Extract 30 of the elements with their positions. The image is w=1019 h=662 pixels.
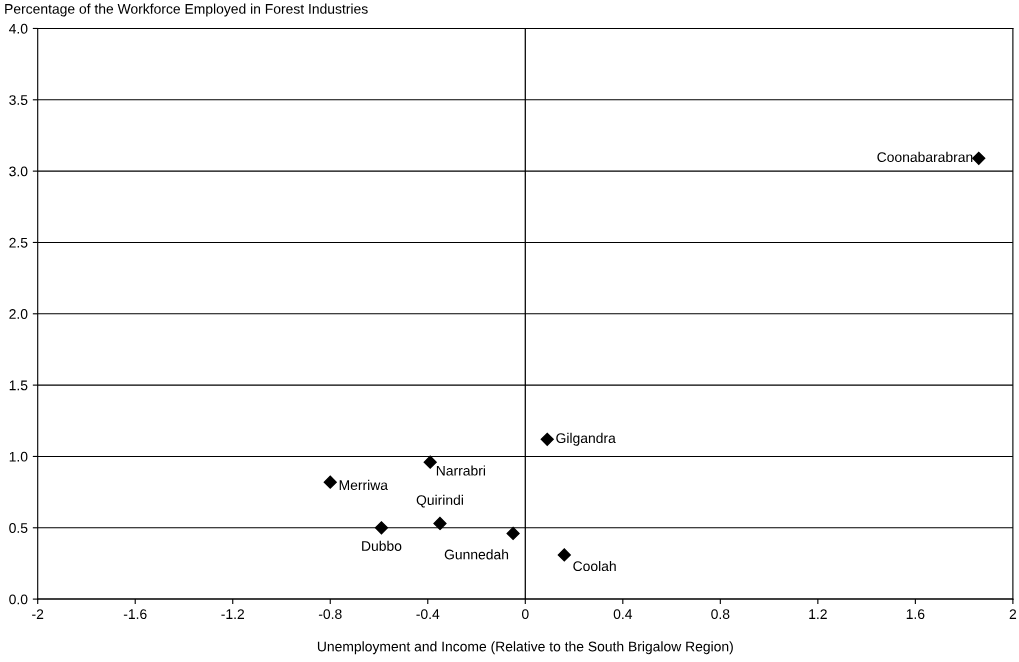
x-tick-label: 0 bbox=[521, 609, 529, 620]
y-tick-label: 3.5 bbox=[9, 95, 28, 105]
annotation: Dubbo bbox=[362, 540, 402, 551]
x-tick-label: -0.8 bbox=[318, 609, 342, 620]
x-tick-label: -1.6 bbox=[123, 609, 147, 620]
annotation: Gilgandra bbox=[556, 432, 616, 446]
x-axis-title: Unemployment and Income (Relative to the South Brigalow Region) bbox=[317, 641, 733, 655]
annotation: Quirindi bbox=[416, 494, 463, 508]
x-tick-label: 0.4 bbox=[613, 609, 633, 620]
y-tick-label: 2.5 bbox=[9, 237, 28, 248]
y-tick-label: 4.0 bbox=[8, 23, 28, 34]
y-tick-label: 2.0 bbox=[9, 309, 28, 319]
x-tick-label: -0.4 bbox=[416, 609, 440, 620]
x-tick-label: -1.2 bbox=[221, 609, 245, 619]
x-tick-label: -2 bbox=[32, 609, 44, 619]
y-tick-label: 3.0 bbox=[9, 166, 28, 177]
y-axis-title: Percentage of the Workforce Employed in Forest Industries bbox=[5, 3, 368, 17]
y-tick-label: 1.5 bbox=[9, 380, 28, 391]
annotation: Merriwa bbox=[339, 479, 388, 491]
annotation: Gunnedah bbox=[444, 549, 509, 560]
annotation: Coonabarabran bbox=[877, 151, 973, 163]
annotation: Narrabri bbox=[436, 465, 485, 476]
x-tick-label: 2 bbox=[1009, 609, 1017, 619]
y-tick-label: 1.0 bbox=[9, 451, 28, 462]
x-tick-label: 1.2 bbox=[809, 609, 827, 619]
y-tick-label: 0.0 bbox=[9, 594, 28, 605]
x-tick-label: 0.8 bbox=[711, 609, 730, 620]
x-tick-label: 1.6 bbox=[906, 609, 925, 620]
y-tick-label: 0.5 bbox=[9, 523, 28, 533]
annotation: Coolah bbox=[573, 560, 616, 572]
